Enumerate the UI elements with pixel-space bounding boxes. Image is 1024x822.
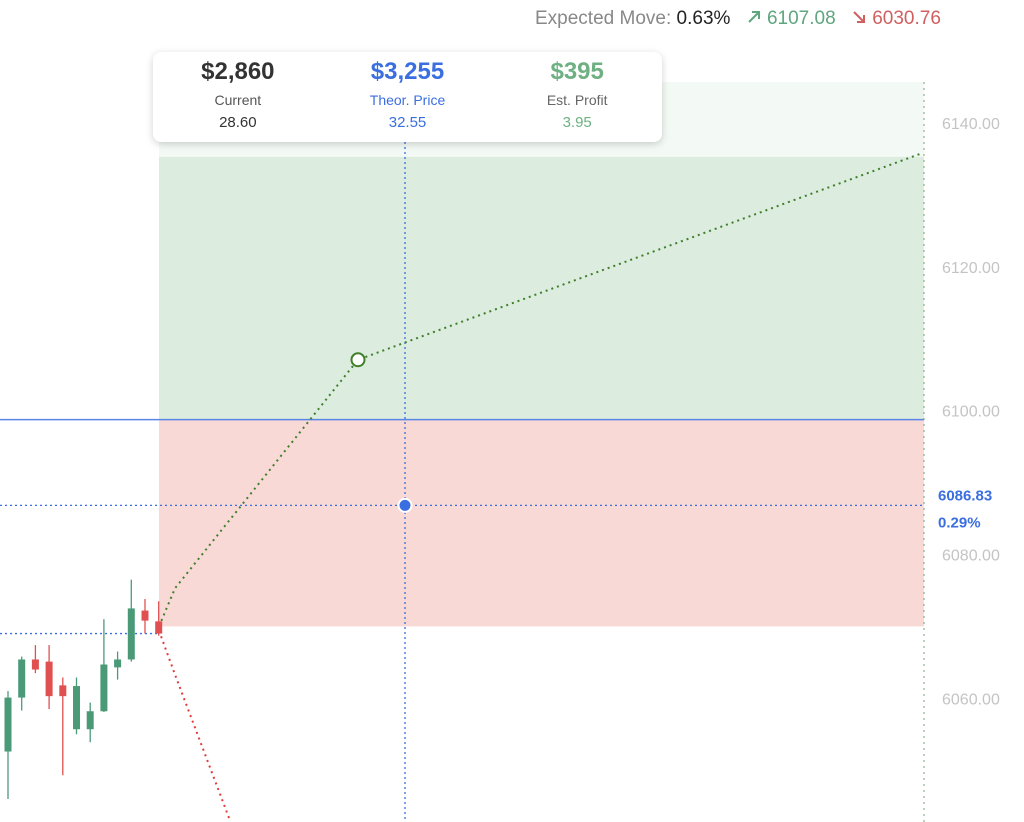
profit: $395 Est. Profit 3.95: [492, 52, 662, 142]
projection: [158, 152, 923, 627]
y-tick-label: 6060.00: [942, 691, 1000, 708]
label: Theor. Price: [369, 92, 446, 108]
y-tick-label: 6080.00: [942, 547, 1000, 564]
candle-body: [59, 685, 67, 697]
candle-body: [114, 659, 122, 668]
zone: [159, 419, 924, 627]
target-label: 6086.83: [938, 487, 992, 504]
candle-body: [18, 659, 26, 698]
current: $2,860 Current 28.60: [153, 52, 323, 142]
expected-move: Expected Move: 0.63% 6107.08 6030.76: [535, 8, 941, 30]
candle-body: [155, 621, 163, 634]
label: Est. Profit: [546, 92, 608, 108]
label: Current: [214, 92, 262, 108]
amount: $3,255: [370, 58, 445, 85]
down-value: 6030.76: [872, 8, 941, 29]
candle-body: [100, 664, 108, 712]
up-value: 6107.08: [766, 8, 836, 29]
y-tick-label: 6120.00: [942, 260, 1000, 277]
projection-point: [350, 352, 366, 368]
price: 28.60: [219, 114, 257, 131]
candle-body: [73, 686, 80, 730]
tooltip: $2,860 Current 28.60 $3,255 Theor. Price 32.…: [153, 52, 662, 142]
y-tick-label: 6140.00: [942, 116, 1000, 133]
candle-body: [45, 661, 53, 697]
candle-body: [4, 697, 12, 752]
projection: [158, 630, 231, 821]
percent: 0.63%: [676, 8, 731, 29]
amount: $2,860: [201, 58, 275, 85]
y-tick-label: 6100.00: [942, 404, 1000, 421]
price: 32.55: [388, 114, 427, 131]
candle-body: [127, 608, 135, 660]
label: Expected Move:: [535, 8, 672, 29]
candle-body: [141, 610, 149, 621]
zone: [159, 156, 924, 420]
amount: $395: [550, 58, 604, 85]
target-point: [397, 497, 413, 513]
candle-body: [86, 711, 94, 730]
theoretical: $3,255 Theor. Price 32.55: [323, 52, 493, 142]
target-change: 0.29%: [938, 514, 981, 531]
down-arrow: [853, 11, 865, 23]
up-arrow: [747, 11, 760, 23]
candle-body: [31, 659, 39, 670]
price: 3.95: [562, 114, 592, 131]
